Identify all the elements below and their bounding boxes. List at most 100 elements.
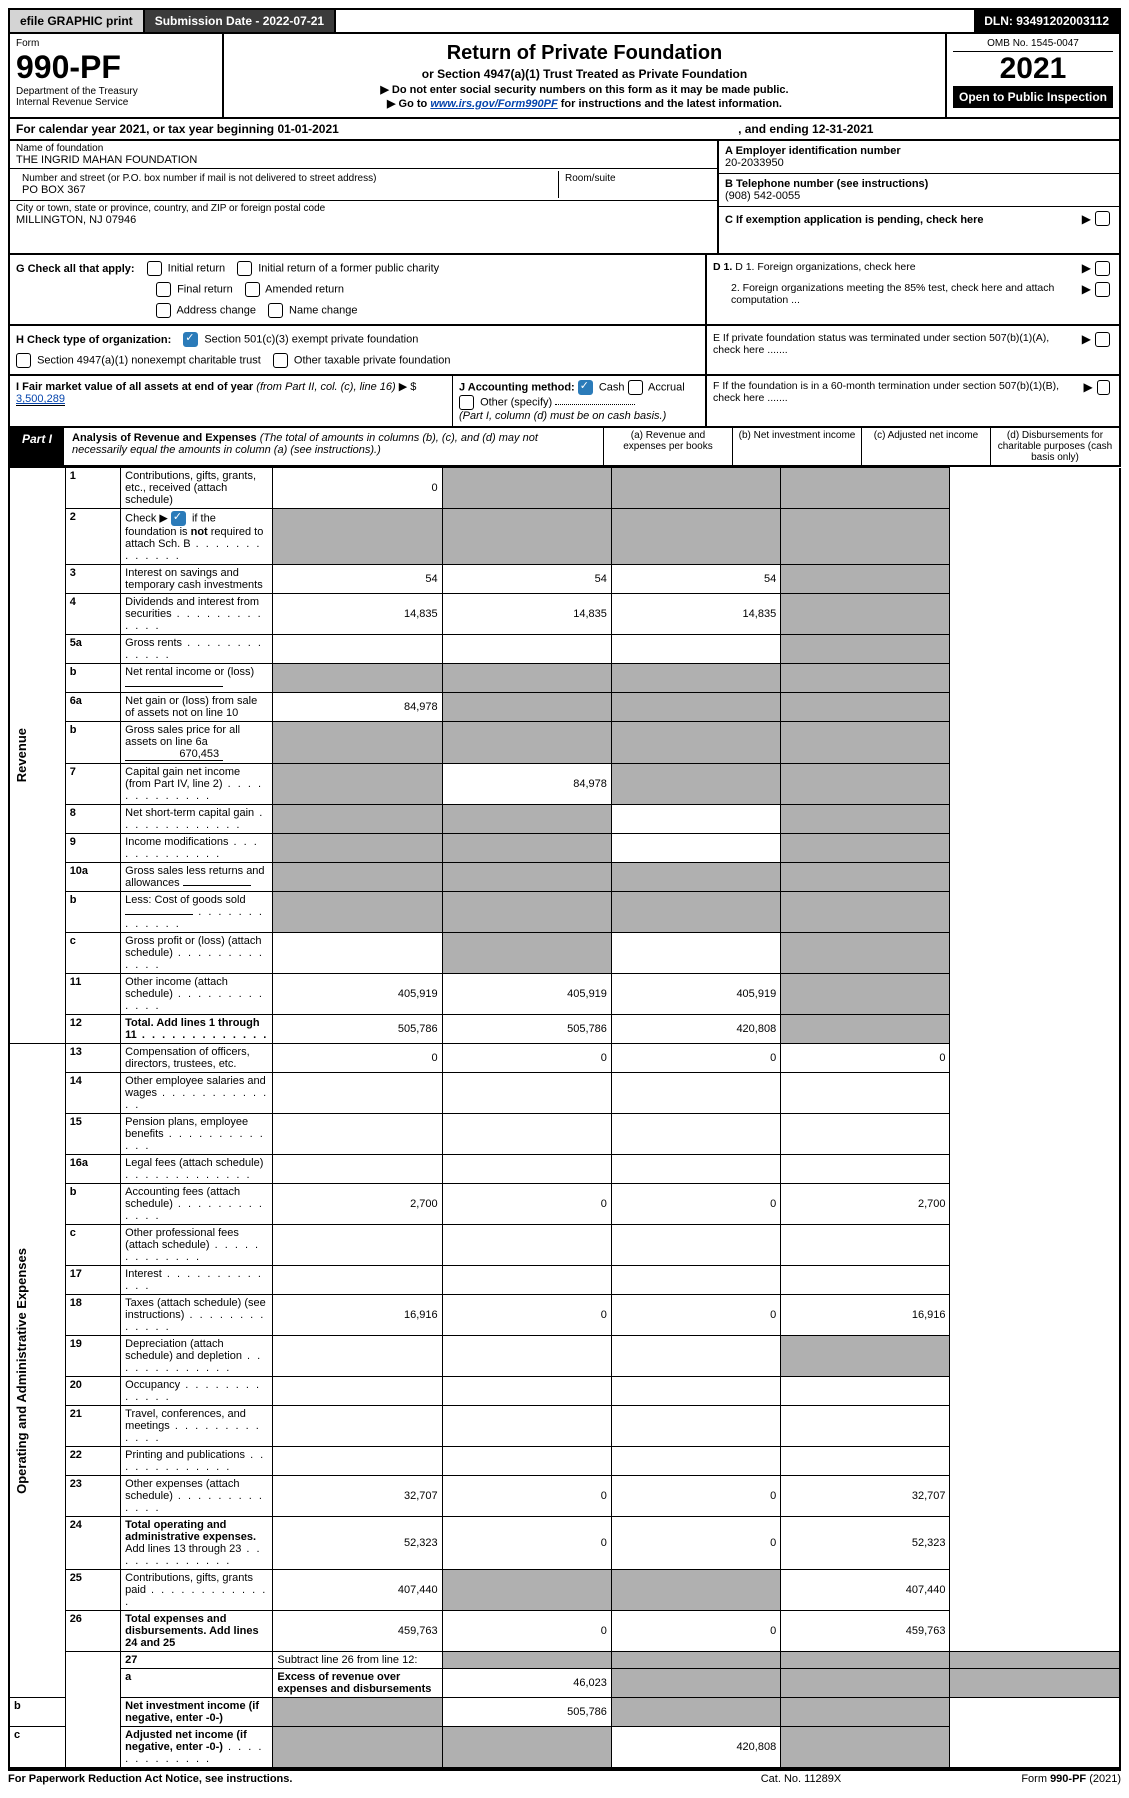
part1-header: Part I Analysis of Revenue and Expenses … <box>8 428 1121 467</box>
exemption-checkbox[interactable] <box>1095 211 1110 226</box>
line-num: 16a <box>65 1155 120 1184</box>
table-row: 19 Depreciation (attach schedule) and de… <box>9 1336 1120 1377</box>
line-num: c <box>9 1727 65 1769</box>
table-row: 20 Occupancy <box>9 1377 1120 1406</box>
line-desc: Interest <box>121 1266 273 1295</box>
cell: 16,916 <box>273 1295 442 1336</box>
d1-label: D 1. D 1. Foreign organizations, check h… <box>713 261 1078 273</box>
g-block: G Check all that apply: Initial return I… <box>10 255 705 324</box>
d-block: D 1. D 1. Foreign organizations, check h… <box>705 255 1119 324</box>
efile-print-button[interactable]: efile GRAPHIC print <box>10 10 145 32</box>
table-row: c Adjusted net income (if negative, ente… <box>9 1727 1120 1769</box>
amended-return-label: Amended return <box>265 283 344 295</box>
line-num: 14 <box>65 1073 120 1114</box>
foundation-name-label: Name of foundation <box>16 143 711 154</box>
header-note-1: ▶ Do not enter social security numbers o… <box>234 83 935 96</box>
phone-value: (908) 542-0055 <box>725 190 1113 202</box>
table-row: b Gross sales price for all assets on li… <box>9 722 1120 764</box>
fmv-value-link[interactable]: 3,500,289 <box>16 393 65 406</box>
other-taxable-checkbox[interactable] <box>273 353 288 368</box>
cell-shaded <box>781 764 950 805</box>
cell-shaded <box>442 805 611 834</box>
part1-desc: Analysis of Revenue and Expenses (The to… <box>64 428 603 465</box>
initial-former-label: Initial return of a former public charit… <box>258 262 439 274</box>
form990pf-link[interactable]: www.irs.gov/Form990PF <box>430 98 557 110</box>
table-row: 22 Printing and publications <box>9 1447 1120 1476</box>
line-num: 24 <box>65 1517 120 1570</box>
phone-label: B Telephone number (see instructions) <box>725 178 1113 190</box>
sec4947-label: Section 4947(a)(1) nonexempt charitable … <box>37 354 261 366</box>
line-desc: Other professional fees (attach schedule… <box>121 1225 273 1266</box>
cell: 505,786 <box>273 1015 442 1044</box>
line-desc: Total operating and administrative expen… <box>121 1517 273 1570</box>
cell: 505,786 <box>442 1698 611 1727</box>
d1-text: D 1. Foreign organizations, check here <box>735 261 915 273</box>
cell-shaded <box>781 933 950 974</box>
line-desc: Subtract line 26 from line 12: <box>273 1652 442 1669</box>
omb-number: OMB No. 1545-0047 <box>953 38 1113 52</box>
line-num: 22 <box>65 1447 120 1476</box>
cell-shaded <box>611 722 780 764</box>
line-desc: Pension plans, employee benefits <box>121 1114 273 1155</box>
line-num: b <box>65 892 120 933</box>
table-row: 26 Total expenses and disbursements. Add… <box>9 1611 1120 1652</box>
cell: 0 <box>442 1476 611 1517</box>
table-row: 11 Other income (attach schedule) 405,91… <box>9 974 1120 1015</box>
table-row: 24 Total operating and administrative ex… <box>9 1517 1120 1570</box>
foundation-name-value: THE INGRID MAHAN FOUNDATION <box>16 154 711 166</box>
cell: 0 <box>611 1517 780 1570</box>
cell-shaded <box>442 933 611 974</box>
cell <box>611 805 780 834</box>
cell <box>442 635 611 664</box>
line-num: 9 <box>65 834 120 863</box>
cell: 0 <box>442 1044 611 1073</box>
sch-b-not-required-checkbox[interactable] <box>171 511 186 526</box>
table-row: 3 Interest on savings and temporary cash… <box>9 565 1120 594</box>
cell: 32,707 <box>781 1476 950 1517</box>
cell-shaded <box>273 509 442 565</box>
initial-return-checkbox[interactable] <box>147 261 162 276</box>
street-row: Number and street (or P.O. box number if… <box>10 169 717 201</box>
sec501-label: Section 501(c)(3) exempt private foundat… <box>204 333 418 345</box>
table-row: c Gross profit or (loss) (attach schedul… <box>9 933 1120 974</box>
foundation-name-row: Name of foundation THE INGRID MAHAN FOUN… <box>10 141 717 169</box>
d2-checkbox[interactable] <box>1095 282 1110 297</box>
line-desc: Capital gain net income (from Part IV, l… <box>121 764 273 805</box>
other-method-checkbox[interactable] <box>459 395 474 410</box>
sec4947-checkbox[interactable] <box>16 353 31 368</box>
info-block: Name of foundation THE INGRID MAHAN FOUN… <box>8 141 1121 255</box>
amended-return-checkbox[interactable] <box>245 282 260 297</box>
address-change-checkbox[interactable] <box>156 303 171 318</box>
footer-left: For Paperwork Reduction Act Notice, see … <box>8 1773 681 1785</box>
sec501-checkbox[interactable] <box>183 332 198 347</box>
initial-former-checkbox[interactable] <box>237 261 252 276</box>
arrow-icon: ▶ <box>1082 282 1091 296</box>
e-checkbox[interactable] <box>1095 332 1110 347</box>
f-checkbox[interactable] <box>1097 380 1110 395</box>
line-desc: Compensation of officers, directors, tru… <box>121 1044 273 1073</box>
cell: 0 <box>611 1184 780 1225</box>
line-num: 11 <box>65 974 120 1015</box>
name-change-checkbox[interactable] <box>268 303 283 318</box>
line-desc: Dividends and interest from securities <box>121 594 273 635</box>
cell-shaded <box>273 722 442 764</box>
gross-sales-price-value: 670,453 <box>125 748 223 761</box>
table-row: b Accounting fees (attach schedule) 2,70… <box>9 1184 1120 1225</box>
accrual-checkbox[interactable] <box>628 380 643 395</box>
cash-checkbox[interactable] <box>578 380 593 395</box>
ein-label: A Employer identification number <box>725 145 1113 157</box>
arrow-icon: ▶ <box>1082 332 1091 346</box>
d1-checkbox[interactable] <box>1095 261 1110 276</box>
line-desc: Gross profit or (loss) (attach schedule) <box>121 933 273 974</box>
cell: 14,835 <box>611 594 780 635</box>
table-row: Operating and Administrative Expenses 13… <box>9 1044 1120 1073</box>
final-return-checkbox[interactable] <box>156 282 171 297</box>
line-num: 3 <box>65 565 120 594</box>
table-row: b Net investment income (if negative, en… <box>9 1698 1120 1727</box>
cell: 505,786 <box>442 1015 611 1044</box>
line-desc: Net rental income or (loss) <box>121 664 273 693</box>
arrow-icon: ▶ <box>1084 380 1093 404</box>
line-desc: Total. Add lines 1 through 11 <box>121 1015 273 1044</box>
line-num: c <box>65 1225 120 1266</box>
cell <box>611 933 780 974</box>
